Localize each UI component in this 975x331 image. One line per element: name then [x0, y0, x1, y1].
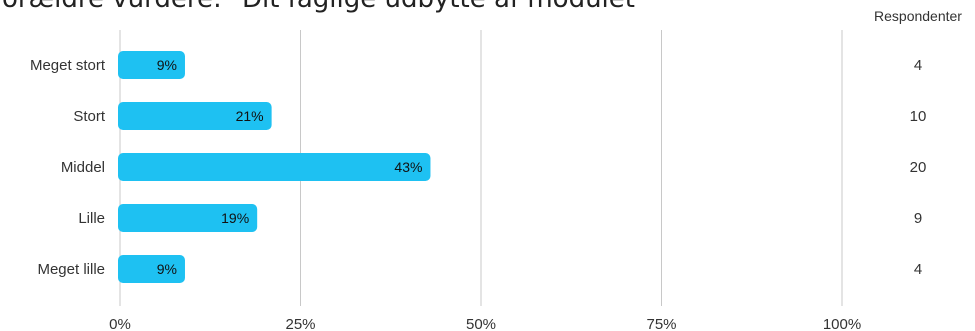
- respondent-count: 4: [914, 57, 922, 74]
- respondent-count: 10: [910, 108, 927, 125]
- bar-value-label: 21%: [236, 108, 264, 124]
- respondent-count: 20: [910, 159, 927, 176]
- bar-value-label: 9%: [157, 57, 177, 73]
- category-label: Meget stort: [30, 57, 106, 74]
- respondent-count: 4: [914, 261, 922, 278]
- bar: [118, 51, 185, 79]
- bar-value-label: 43%: [394, 159, 422, 175]
- category-label: Middel: [61, 159, 105, 176]
- respondents-header: Respondenter: [874, 8, 962, 24]
- bar: [118, 204, 258, 232]
- x-tick-label: 50%: [466, 316, 496, 331]
- bar: [118, 255, 185, 283]
- bar: [118, 102, 272, 130]
- x-tick-label: 0%: [109, 316, 131, 331]
- category-label: Meget lille: [37, 261, 105, 278]
- category-label: Lille: [78, 210, 105, 227]
- x-tick-label: 25%: [285, 316, 315, 331]
- chart-title: Forældre vurdere: "Dit faglige udbytte a…: [0, 0, 975, 14]
- respondent-count: 9: [914, 210, 922, 227]
- bar-value-label: 19%: [221, 210, 249, 226]
- x-tick-label: 100%: [823, 316, 861, 331]
- x-tick-label: 75%: [646, 316, 676, 331]
- category-label: Stort: [73, 108, 106, 125]
- bar: [118, 153, 431, 181]
- bar-value-label: 9%: [157, 261, 177, 277]
